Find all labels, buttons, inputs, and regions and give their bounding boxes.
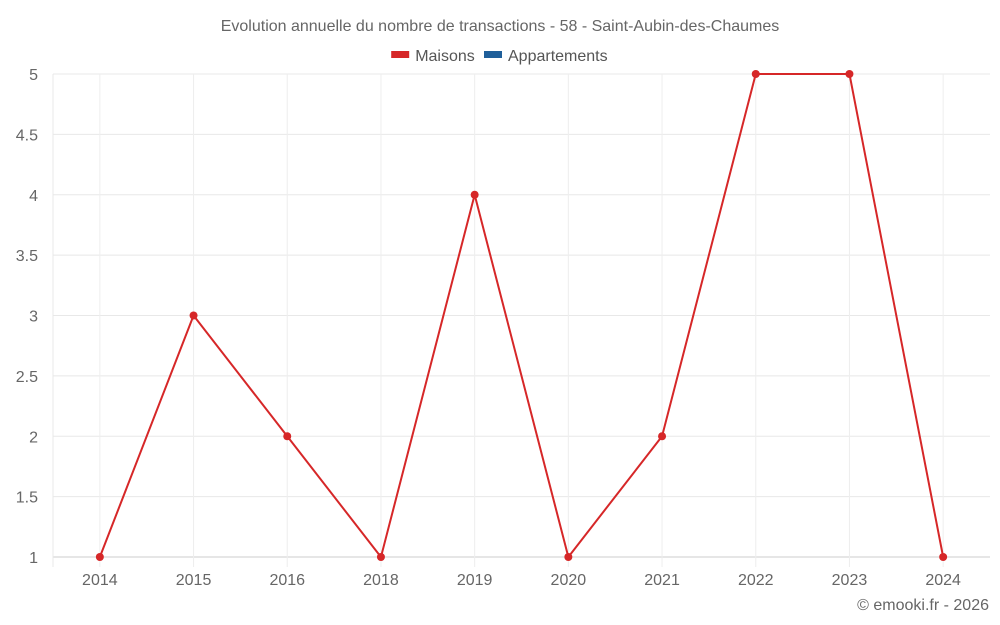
legend-swatch: [391, 51, 410, 58]
x-tick-label: 2021: [644, 572, 680, 589]
y-tick-label: 4.5: [16, 127, 38, 144]
x-tick-label: 2016: [269, 572, 305, 589]
legend-item-maisons[interactable]: Maisons: [391, 48, 475, 65]
data-point[interactable]: [658, 432, 667, 441]
y-tick-label: 3: [29, 309, 38, 326]
data-point[interactable]: [376, 553, 385, 561]
legend: Maisons Appartements: [391, 48, 608, 65]
y-axis: 1 1.5 2 2.5 3 3.5 4 4.5 5: [16, 67, 38, 567]
y-tick-label: 2.5: [16, 369, 38, 386]
legend-label: Appartements: [508, 48, 608, 65]
x-tick-label: 2015: [176, 572, 212, 589]
y-tick-label: 2: [29, 429, 38, 446]
legend-item-appartements[interactable]: Appartements: [484, 48, 608, 65]
data-point[interactable]: [470, 190, 479, 199]
x-tick-label: 2022: [738, 572, 774, 589]
data-point[interactable]: [95, 553, 104, 561]
x-tick-label: 2023: [832, 572, 868, 589]
x-tick-label: 2019: [457, 572, 493, 589]
data-point[interactable]: [751, 70, 760, 78]
x-tick-label: 2014: [82, 572, 118, 589]
legend-label: Maisons: [415, 48, 475, 65]
x-tick-label: 2018: [363, 572, 399, 589]
y-tick-label: 4: [29, 188, 38, 205]
data-point[interactable]: [939, 553, 948, 561]
grid: [52, 73, 990, 567]
credit-text: © emooki.fr - 2026: [857, 597, 989, 614]
x-tick-label: 2024: [925, 572, 961, 589]
data-point[interactable]: [845, 70, 854, 78]
series: [95, 70, 948, 561]
chart-title: Evolution annuelle du nombre de transact…: [221, 18, 780, 35]
series-line-maisons: [98, 73, 945, 558]
x-axis: 2014 2015 2016 2018 2019 2020 2021 2022 2023 2024: [82, 572, 961, 589]
y-tick-label: 1: [29, 550, 38, 567]
y-tick-label: 3.5: [16, 248, 38, 265]
data-point[interactable]: [564, 553, 573, 561]
y-tick-label: 1.5: [16, 490, 38, 507]
x-tick-label: 2020: [551, 572, 587, 589]
data-point[interactable]: [283, 432, 292, 441]
y-tick-label: 5: [29, 67, 38, 84]
legend-swatch: [484, 51, 502, 58]
data-point[interactable]: [189, 311, 198, 320]
